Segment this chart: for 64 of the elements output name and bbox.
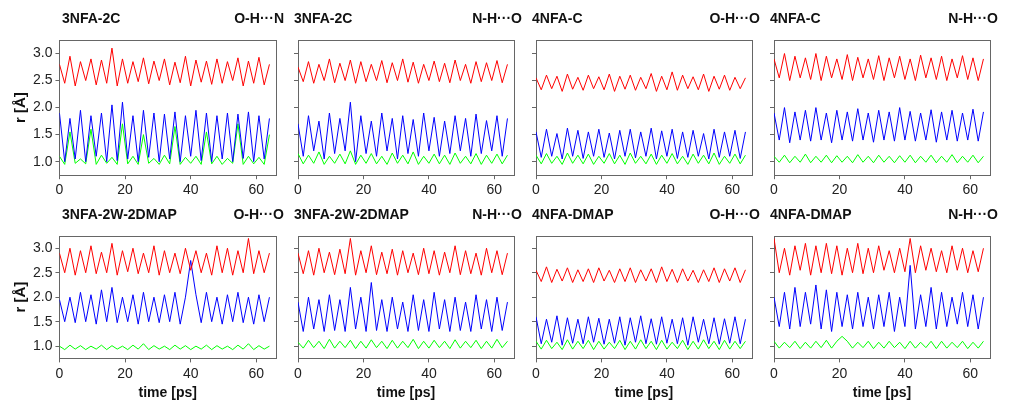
chart-subtitle: N-H···O bbox=[948, 9, 998, 28]
x-tick-label: 40 bbox=[897, 364, 913, 381]
y-tick-label: 1.0 bbox=[32, 337, 53, 354]
chart-title: 3NFA-2W-2DMAP bbox=[294, 205, 409, 224]
chart-subtitle: O-H···O bbox=[233, 205, 284, 224]
x-tick-label: 60 bbox=[724, 364, 741, 381]
x-tick-label: 40 bbox=[659, 181, 675, 198]
y-tick-label: 1.0 bbox=[32, 152, 53, 169]
y-tick-label: 2.5 bbox=[32, 263, 53, 280]
x-tick-label: 40 bbox=[659, 364, 675, 381]
x-tick-label: 60 bbox=[248, 181, 265, 198]
chart-title: 4NFA-C bbox=[532, 9, 583, 28]
x-tick-label: 0 bbox=[770, 181, 779, 198]
y-tick-label: 2.0 bbox=[32, 98, 53, 115]
x-tick-label: 60 bbox=[486, 364, 503, 381]
x-tick-label: 20 bbox=[117, 364, 134, 381]
x-axis-title: time [ps] bbox=[852, 384, 912, 401]
chart-subtitle: O-H···O bbox=[709, 9, 760, 28]
x-tick-label: 20 bbox=[593, 181, 610, 198]
x-tick-label: 40 bbox=[182, 181, 199, 198]
x-tick-label: 20 bbox=[593, 364, 610, 381]
x-tick-label: 20 bbox=[355, 364, 372, 381]
chart-subtitle: O-H···N bbox=[234, 9, 284, 28]
chart-title: 3NFA-2C bbox=[62, 9, 121, 28]
x-tick-label: 20 bbox=[117, 181, 134, 198]
x-tick-label: 60 bbox=[724, 181, 741, 198]
chart-subtitle: N-H···O bbox=[472, 205, 522, 224]
x-tick-label: 20 bbox=[831, 181, 848, 198]
chart-title: 3NFA-2C bbox=[294, 9, 353, 28]
x-tick-label: 0 bbox=[55, 364, 64, 381]
x-tick-label: 40 bbox=[897, 181, 913, 198]
chart-subtitle: N-H···O bbox=[948, 205, 998, 224]
x-tick-label: 0 bbox=[55, 181, 64, 198]
x-tick-label: 40 bbox=[421, 181, 437, 198]
x-tick-label: 60 bbox=[248, 364, 265, 381]
y-axis-title: r [Å] bbox=[11, 281, 29, 313]
x-axis-title: time [ps] bbox=[376, 384, 436, 401]
x-tick-label: 0 bbox=[770, 364, 779, 381]
x-tick-label: 20 bbox=[355, 181, 372, 198]
x-tick-label: 0 bbox=[294, 181, 303, 198]
y-tick-label: 1.5 bbox=[32, 312, 53, 329]
x-tick-label: 0 bbox=[532, 181, 541, 198]
chart-subtitle: O-H···O bbox=[709, 205, 760, 224]
x-tick-label: 60 bbox=[962, 181, 979, 198]
x-tick-label: 40 bbox=[182, 364, 199, 381]
x-tick-label: 20 bbox=[831, 364, 848, 381]
y-axis-title: r [Å] bbox=[11, 92, 29, 124]
chart-title: 4NFA-C bbox=[770, 9, 821, 28]
x-axis-title: time [ps] bbox=[138, 384, 197, 401]
x-tick-label: 0 bbox=[532, 364, 541, 381]
chart-subtitle: N-H···O bbox=[472, 9, 522, 28]
x-axis-title: time [ps] bbox=[614, 384, 674, 401]
x-tick-label: 40 bbox=[421, 364, 437, 381]
chart-title: 4NFA-DMAP bbox=[532, 205, 614, 224]
x-tick-label: 0 bbox=[294, 364, 303, 381]
y-tick-label: 3.0 bbox=[32, 239, 53, 256]
chart-title: 3NFA-2W-2DMAP bbox=[62, 205, 177, 224]
x-tick-label: 60 bbox=[962, 364, 979, 381]
y-tick-label: 2.5 bbox=[32, 71, 53, 88]
y-tick-label: 2.0 bbox=[32, 288, 53, 305]
y-tick-label: 3.0 bbox=[32, 44, 53, 61]
chart-title: 4NFA-DMAP bbox=[770, 205, 852, 224]
y-tick-label: 1.5 bbox=[32, 125, 53, 142]
x-tick-label: 60 bbox=[486, 181, 503, 198]
